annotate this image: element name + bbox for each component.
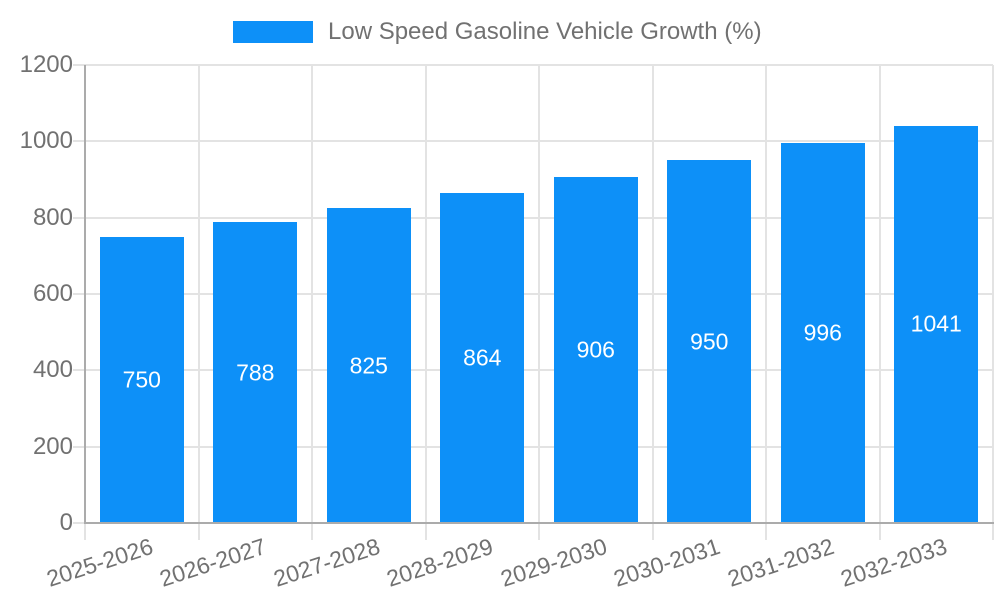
chart-legend: Low Speed Gasoline Vehicle Growth (%) <box>233 18 762 45</box>
bar <box>553 177 638 523</box>
bar-value-label: 1041 <box>910 310 962 337</box>
bar-value-label: 906 <box>576 336 615 363</box>
bar-value-label: 750 <box>122 366 161 393</box>
y-axis-tick-label: 0 <box>59 509 73 536</box>
bar <box>326 208 411 523</box>
gridline-vertical <box>651 65 654 523</box>
y-axis-tick <box>73 216 85 219</box>
bar-value-label: 950 <box>690 328 729 355</box>
y-axis-tick-label: 1200 <box>19 51 73 78</box>
y-axis-tick <box>73 293 85 295</box>
y-axis-line <box>84 65 86 524</box>
y-axis-tick-label: 1000 <box>19 127 73 155</box>
y-axis-tick <box>73 445 85 448</box>
bar-value-label: 788 <box>236 359 275 386</box>
bar-value-label: 996 <box>803 319 842 346</box>
x-axis-tick <box>197 523 200 540</box>
x-axis-line <box>84 522 994 524</box>
bar-value-label: 825 <box>349 352 388 379</box>
gridline-vertical <box>992 65 994 523</box>
bar <box>667 160 752 523</box>
y-axis-tick <box>73 522 85 524</box>
x-axis-tick <box>538 523 540 540</box>
x-axis-tick <box>878 523 881 540</box>
y-axis-tick <box>73 64 85 66</box>
x-axis-tick <box>84 523 86 540</box>
bar <box>99 236 184 523</box>
y-axis-tick-label: 400 <box>32 356 73 384</box>
bar <box>213 222 298 523</box>
y-axis-tick-label: 600 <box>32 280 73 307</box>
bar <box>894 125 979 523</box>
legend-swatch-icon <box>233 21 313 43</box>
y-axis-tick <box>73 369 85 372</box>
gridline-vertical <box>765 65 767 523</box>
legend-label: Low Speed Gasoline Vehicle Growth (%) <box>328 18 762 45</box>
x-axis-tick <box>651 523 654 540</box>
gridline-vertical <box>424 65 427 523</box>
x-axis-tick <box>992 523 994 540</box>
x-axis-tick <box>424 523 427 540</box>
x-axis-tick <box>311 523 313 540</box>
bar <box>780 142 865 523</box>
gridline-vertical <box>197 65 200 523</box>
y-axis-tick <box>73 140 85 143</box>
y-axis-tick-label: 200 <box>32 432 73 460</box>
gridline-vertical <box>878 65 881 523</box>
x-axis-tick <box>765 523 767 540</box>
y-axis-tick-label: 800 <box>32 203 73 231</box>
gridline-vertical <box>311 65 313 523</box>
bar-value-label: 864 <box>463 344 502 371</box>
bar <box>440 193 525 523</box>
gridline-vertical <box>538 65 540 523</box>
